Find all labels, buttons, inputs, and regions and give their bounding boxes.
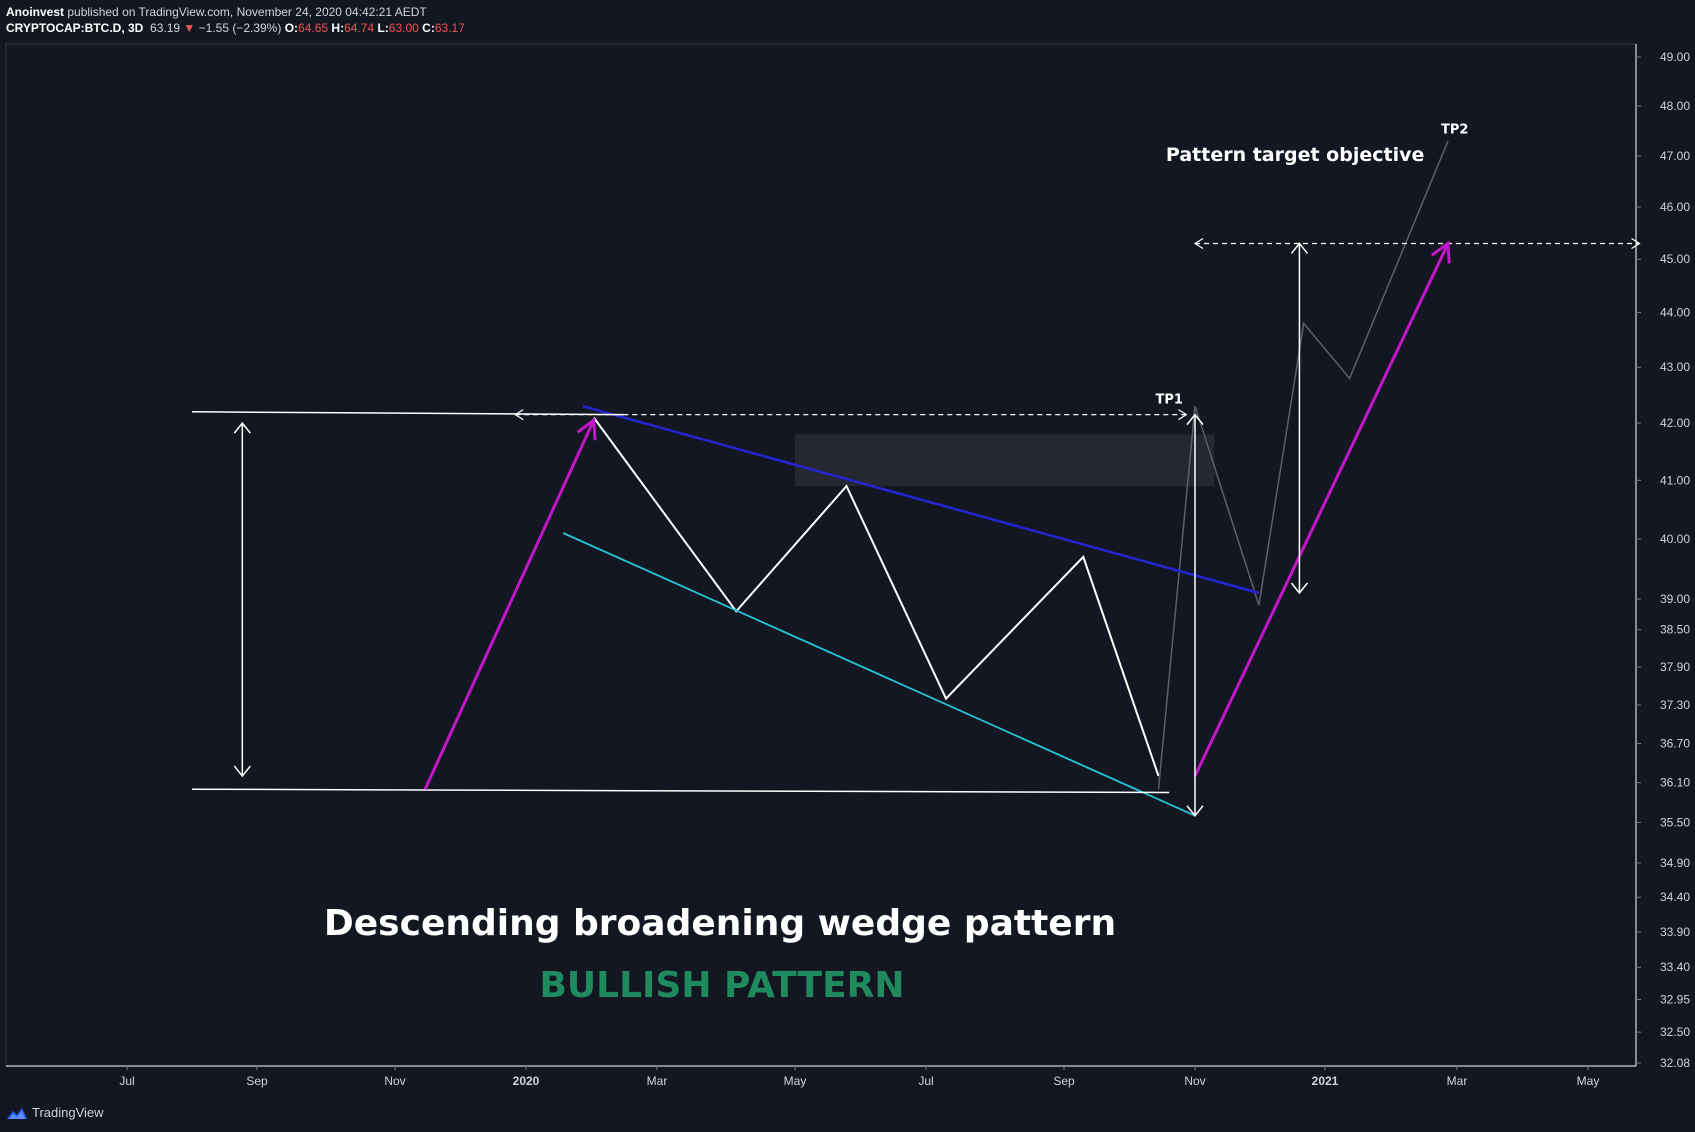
- chart-header: Anoinvest published on TradingView.com, …: [6, 4, 1686, 40]
- vertical-measure-bottom-head-2: [1290, 582, 1309, 595]
- x-tick-label: Mar: [647, 1074, 668, 1088]
- y-tick-label: 34.40: [1660, 890, 1690, 904]
- y-tick-label: 34.90: [1660, 856, 1690, 870]
- y-tick-label: 32.50: [1660, 1025, 1690, 1039]
- y-tick-label: 41.00: [1660, 473, 1690, 487]
- y-axis[interactable]: 49.00 48.00 47.00 46.00 45.00 44.00 43.00 42.00…: [1635, 44, 1690, 1070]
- y-tick-label: 32.08: [1660, 1056, 1690, 1070]
- open-label: O:: [284, 21, 299, 35]
- y-tick-label: 37.90: [1660, 660, 1690, 674]
- published-text: published on TradingView.com, November 2…: [67, 5, 427, 19]
- author-name[interactable]: Anoinvest: [6, 5, 65, 19]
- low-label: L:: [377, 21, 389, 35]
- y-tick-label: 36.70: [1660, 736, 1690, 750]
- arrow-layer: [233, 237, 1641, 817]
- x-tick-label: 2020: [513, 1074, 540, 1088]
- price-line: [592, 416, 1160, 777]
- vertical-measure-top-head-1: [1186, 413, 1204, 426]
- dashed-level-left-arrow-0: [514, 409, 524, 421]
- vertical-measure-top-head-0: [233, 421, 251, 434]
- y-tick-label: 49.00: [1660, 50, 1690, 64]
- y-tick-label: 42.00: [1660, 416, 1690, 430]
- y-tick-label: 46.00: [1660, 200, 1690, 214]
- x-tick-label: Sep: [246, 1074, 268, 1088]
- annotation-label: TP2: [1441, 122, 1468, 137]
- resistance-zone: [795, 434, 1215, 487]
- y-tick-label: 38.50: [1660, 623, 1690, 637]
- measure-arrow-left-line: [423, 419, 596, 790]
- x-tick-label: Jul: [119, 1074, 134, 1088]
- y-tick-label: 40.00: [1660, 532, 1690, 546]
- ohlc-line: CRYPTOCAP:BTC.D, 3D 63.19 ▼ −1.55 (−2.39…: [6, 20, 1686, 36]
- y-tick-label: 47.00: [1660, 149, 1690, 163]
- bottom-horizontal-line: [191, 788, 1170, 794]
- y-tick-label: 33.40: [1660, 960, 1690, 974]
- x-tick-label: Jul: [918, 1074, 933, 1088]
- last-price: 63.19: [150, 21, 181, 35]
- annotation-layer: Pattern target objective TP1 TP2: [1156, 122, 1469, 407]
- footer-brand[interactable]: TradingView: [32, 1105, 104, 1120]
- high-value: 64.74: [344, 21, 375, 35]
- change-arrow-icon: ▼: [183, 21, 196, 35]
- x-tick-label: Nov: [1184, 1074, 1205, 1088]
- y-tick-label: 39.00: [1660, 592, 1690, 606]
- support-line: [562, 532, 1196, 817]
- y-tick-label: 32.95: [1660, 992, 1690, 1006]
- close-label: C:: [422, 21, 435, 35]
- y-tick-label: 35.50: [1660, 815, 1690, 829]
- tradingview-logo-icon[interactable]: [6, 1105, 28, 1121]
- x-tick-label: Nov: [384, 1074, 405, 1088]
- x-tick-label: 2021: [1312, 1074, 1339, 1088]
- vertical-measure-bottom-head-0: [233, 765, 251, 778]
- x-tick-label: Sep: [1053, 1074, 1075, 1088]
- vertical-measure-top-head-2: [1290, 242, 1309, 254]
- dashed-level-left-arrow-1: [1193, 237, 1204, 249]
- x-tick-label: Mar: [1447, 1074, 1468, 1088]
- x-tick-label: May: [784, 1074, 807, 1088]
- x-tick-label: May: [1577, 1074, 1600, 1088]
- dashed-level-right-arrow-0: [1178, 409, 1188, 421]
- resistance-line: [582, 404, 1260, 595]
- open-value: 64.65: [298, 21, 329, 35]
- high-label: H:: [331, 21, 345, 35]
- y-tick-label: 33.90: [1660, 925, 1690, 939]
- publisher-line: Anoinvest published on TradingView.com, …: [6, 4, 1686, 20]
- price-change: −1.55 (−2.39%): [198, 21, 282, 35]
- measure-arrow-right-line: [1193, 242, 1450, 777]
- x-axis[interactable]: Jul Sep Nov 2020 Mar May Jul Sep Nov 2021 Mar May: [6, 1065, 1636, 1088]
- y-tick-label: 44.00: [1660, 306, 1690, 320]
- y-tick-label: 37.30: [1660, 698, 1690, 712]
- top-horizontal-line: [191, 411, 625, 416]
- annotation-label: Pattern target objective: [1166, 144, 1424, 166]
- close-value: 63.17: [434, 21, 465, 35]
- annotation-label: TP1: [1156, 392, 1183, 407]
- measure-arrow-right-head: [1430, 240, 1451, 264]
- y-tick-label: 36.10: [1660, 776, 1690, 790]
- symbol-label[interactable]: CRYPTOCAP:BTC.D, 3D: [6, 21, 144, 35]
- projection-line: [1157, 140, 1449, 790]
- y-tick-label: 43.00: [1660, 360, 1690, 374]
- low-value: 63.00: [388, 21, 419, 35]
- y-tick-label: 48.00: [1660, 99, 1690, 113]
- dashed-level-right-arrow-1: [1631, 237, 1641, 249]
- zone-layer: [795, 434, 1215, 487]
- vertical-measure-bottom-head-1: [1186, 805, 1204, 817]
- chart-subtitle: BULLISH PATTERN: [539, 965, 904, 1006]
- measure-arrow-left-head: [576, 417, 597, 441]
- y-tick-label: 45.00: [1660, 252, 1690, 266]
- line-layer: [191, 140, 1640, 817]
- chart-title: Descending broadening wedge pattern: [324, 903, 1116, 944]
- footer: TradingView: [6, 1102, 104, 1124]
